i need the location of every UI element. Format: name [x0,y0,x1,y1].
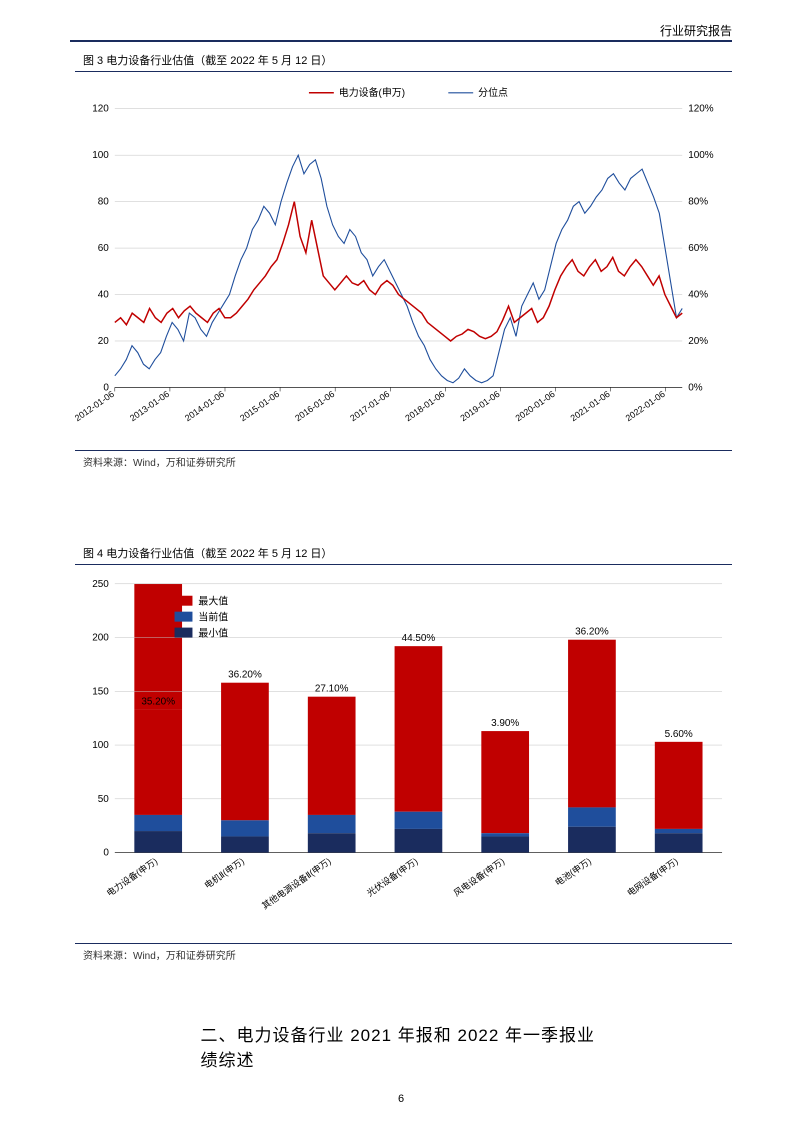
svg-text:其他电源设备Ⅱ(申万): 其他电源设备Ⅱ(申万) [259,855,332,911]
svg-text:最大值: 最大值 [198,595,228,608]
svg-text:50: 50 [98,794,110,805]
page-number: 6 [398,1093,404,1105]
svg-text:2014-01-06: 2014-01-06 [183,389,226,423]
figure-3-chart: 00%2020%4040%6060%8080%100100%120120%201… [75,80,732,450]
svg-text:100: 100 [92,150,109,161]
figure-4-block: 图 4 电力设备行业估值（截至 2022 年 5 月 12 日） 0 50 100 1… [75,545,732,962]
svg-text:150: 150 [92,686,109,697]
svg-text:120%: 120% [688,104,714,115]
svg-text:2017-01-06: 2017-01-06 [348,389,391,423]
svg-text:40: 40 [98,290,110,301]
svg-text:0%: 0% [688,382,703,393]
figure-4-chart: 0 50 100 150 200 250 35.20% 电力设备(申万) 36.20% 电机Ⅱ(申… [75,573,732,943]
svg-text:20: 20 [98,336,110,347]
svg-text:35.20%: 35.20% [141,697,175,708]
svg-text:电池(申万): 电池(申万) [553,855,593,888]
figure-3-source: 资料来源：Wind，万和证券研究所 [75,454,732,469]
svg-text:250: 250 [92,579,109,590]
svg-text:36.20%: 36.20% [575,627,609,638]
figure-4-source: 资料来源：Wind，万和证券研究所 [75,947,732,962]
title-divider [75,564,732,565]
svg-text:120: 120 [92,104,109,115]
svg-text:2018-01-06: 2018-01-06 [403,389,446,423]
svg-text:2019-01-06: 2019-01-06 [458,389,501,423]
svg-text:60: 60 [98,243,110,254]
source-divider [75,450,732,451]
svg-text:80: 80 [98,197,110,208]
svg-text:100%: 100% [688,150,714,161]
figure-3-block: 图 3 电力设备行业估值（截至 2022 年 5 月 12 日） 00%2020… [75,52,732,469]
svg-text:27.10%: 27.10% [315,684,349,695]
section-title: 二、电力设备行业 2021 年报和 2022 年一季报业绩综述 [201,1021,602,1071]
svg-text:2015-01-06: 2015-01-06 [238,389,281,423]
svg-text:电力设备(申万): 电力设备(申万) [339,86,405,99]
svg-text:40%: 40% [688,290,708,301]
svg-text:36.20%: 36.20% [228,670,262,681]
title-divider [75,71,732,72]
svg-text:80%: 80% [688,197,708,208]
svg-text:电机Ⅱ(申万): 电机Ⅱ(申万) [202,855,246,890]
figure-3-title: 图 3 电力设备行业估值（截至 2022 年 5 月 12 日） [75,52,732,68]
svg-text:20%: 20% [688,336,708,347]
source-divider [75,943,732,944]
svg-text:2022-01-06: 2022-01-06 [624,389,667,423]
svg-text:0: 0 [103,848,109,859]
svg-text:100: 100 [92,740,109,751]
svg-text:3.90%: 3.90% [491,718,519,729]
figure-4-title: 图 4 电力设备行业估值（截至 2022 年 5 月 12 日） [75,545,732,561]
svg-text:2016-01-06: 2016-01-06 [293,389,336,423]
svg-text:光伏设备(申万): 光伏设备(申万) [364,855,419,898]
svg-text:44.50%: 44.50% [402,633,436,644]
svg-text:200: 200 [92,633,109,644]
svg-text:当前值: 当前值 [198,611,228,624]
svg-text:2021-01-06: 2021-01-06 [569,389,612,423]
svg-text:电力设备(申万): 电力设备(申万) [104,855,159,898]
svg-text:60%: 60% [688,243,708,254]
svg-text:分位点: 分位点 [478,86,508,99]
page-header: 行业研究报告 [660,22,732,39]
svg-text:2012-01-06: 2012-01-06 [75,389,116,423]
svg-text:最小值: 最小值 [198,627,228,640]
header-divider [70,40,732,42]
svg-text:电网设备(申万): 电网设备(申万) [625,855,680,898]
svg-text:2020-01-06: 2020-01-06 [513,389,556,423]
svg-text:5.60%: 5.60% [665,729,693,740]
svg-text:2013-01-06: 2013-01-06 [128,389,171,423]
svg-text:风电设备(申万): 风电设备(申万) [451,855,506,898]
